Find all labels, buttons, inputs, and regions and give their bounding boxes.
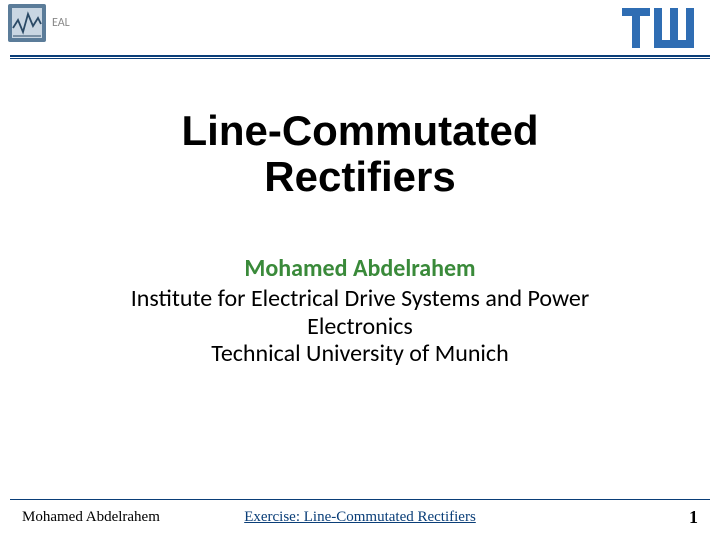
eal-logo: EAL [8, 4, 70, 42]
header-rule-thin [10, 58, 710, 59]
institute-line1: Institute for Electrical Drive Systems a… [60, 285, 660, 313]
footer-rule [10, 499, 710, 500]
slide: EAL Line-Commutated Rectifiers Mohamed A… [0, 0, 720, 540]
author-block: Mohamed Abdelrahem Institute for Electri… [60, 254, 660, 368]
eal-logo-icon [8, 4, 46, 42]
header: EAL [0, 0, 720, 58]
main-title-line2: Rectifiers [0, 154, 720, 200]
title-block: Line-Commutated Rectifiers [0, 108, 720, 200]
author-name: Mohamed Abdelrahem [60, 254, 660, 283]
institute-line3: Technical University of Munich [60, 340, 660, 368]
footer: Mohamed Abdelrahem Exercise: Line-Commut… [0, 504, 720, 530]
footer-author: Mohamed Abdelrahem [22, 509, 160, 526]
page-number: 1 [689, 507, 698, 528]
institute-line2: Electronics [60, 313, 660, 341]
footer-subtitle: Exercise: Line-Commutated Rectifiers [244, 509, 476, 526]
tum-logo-icon [622, 8, 700, 53]
eal-label: EAL [52, 16, 70, 30]
main-title-line1: Line-Commutated [0, 108, 720, 154]
header-rule-thick [10, 55, 710, 57]
